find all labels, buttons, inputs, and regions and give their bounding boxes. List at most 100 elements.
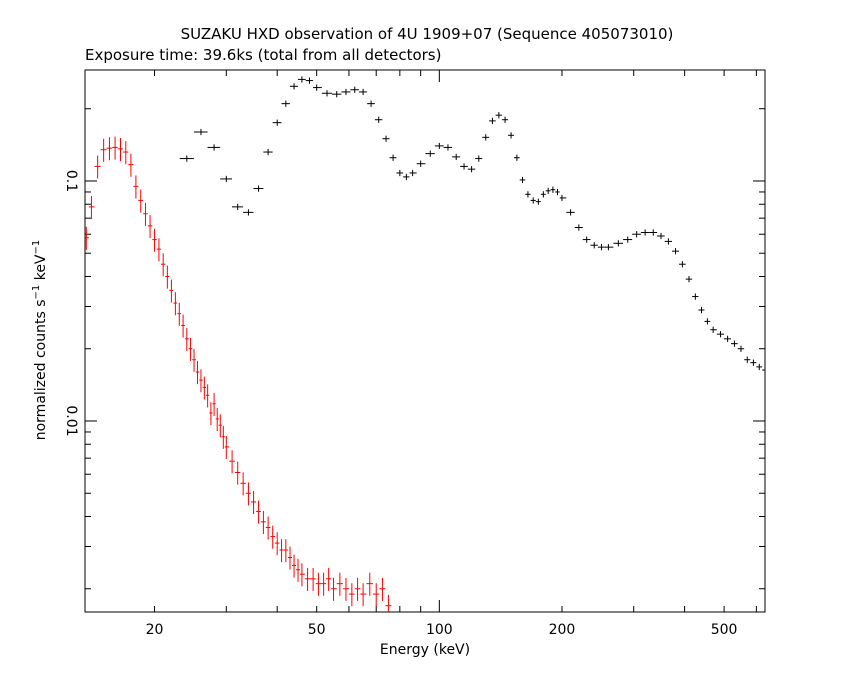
data-point [184,327,189,351]
data-point [382,135,390,142]
series-0 [85,136,392,612]
data-point [535,198,541,205]
y-axis-label: normalized counts s−1 keV−1 [31,240,49,441]
data-point [326,567,332,591]
data-point [209,402,213,426]
data-point [545,187,551,194]
plot-frame [84,69,766,613]
data-point [396,169,404,177]
data-point [265,516,271,540]
data-point [143,202,148,226]
data-point [315,572,322,596]
data-point [348,583,355,607]
data-point [358,88,368,96]
data-point [559,194,567,202]
series-layer [85,76,766,612]
x-tick-label: 500 [711,622,738,638]
data-point [379,577,386,601]
data-point [304,567,311,591]
data-point [207,144,221,151]
data-point [205,384,210,408]
data-point [256,500,261,524]
data-point [495,112,502,119]
data-point [193,128,208,136]
data-point [220,175,233,183]
data-point [156,238,162,262]
data-point [179,155,194,162]
data-point [632,231,641,238]
data-point [501,116,509,123]
data-point [403,173,410,181]
data-point [336,572,343,596]
data-point [582,236,591,243]
data-point [574,224,583,231]
data-point [341,88,351,96]
data-point [245,482,252,506]
data-point [117,138,124,162]
data-point [540,191,546,198]
chart-title: SUZAKU HXD observation of 4U 1909+07 (Se… [181,25,674,43]
data-point [550,186,556,193]
data-point [724,335,732,342]
data-point [716,331,725,338]
data-point [297,76,306,83]
data-point [350,86,359,93]
data-point [88,195,95,220]
data-point [623,236,633,243]
x-tick-labels: 20 50 100 200 500 [146,622,738,638]
data-point [489,117,496,125]
data-point [313,84,322,91]
data-point [597,244,605,251]
data-point [181,314,185,338]
y-axis-label-exp1: −1 [31,285,42,300]
y-axis-label-part2: keV [33,254,49,285]
data-point [192,348,196,372]
data-point [299,563,305,587]
data-point [354,577,361,601]
data-point [161,253,166,277]
data-point [374,116,383,123]
data-point [530,197,536,204]
data-point [710,326,717,333]
data-point [475,155,483,162]
data-point [482,134,490,141]
data-point [165,265,170,289]
data-point [229,450,235,474]
data-point [756,363,763,371]
data-point [443,144,453,151]
data-point [367,100,375,107]
data-point [147,215,153,239]
y-tick-label: 0.1 [63,170,79,192]
data-point [240,472,246,496]
data-point [218,414,222,438]
y-tick-label: 0.01 [63,405,79,436]
data-point [106,137,113,161]
data-point [173,292,178,316]
data-point [243,209,254,216]
data-point [94,155,101,179]
data-point [649,229,658,236]
data-point [750,359,757,366]
y-axis-label-part1: normalized counts s [33,299,49,440]
data-point [366,572,373,596]
data-point [525,191,531,198]
data-point [519,176,526,184]
data-point [296,558,300,582]
x-axis-label: Energy (keV) [380,642,470,658]
data-point [685,276,693,283]
data-point [274,532,280,556]
x-tick-label: 100 [426,622,453,638]
data-point [128,153,134,177]
data-point [671,248,679,255]
data-point [508,132,514,139]
data-point [224,436,230,460]
series-1 [179,76,766,374]
data-point [698,306,705,314]
plot-border [84,69,766,613]
data-point [604,244,614,251]
data-point [389,154,397,161]
data-point [613,240,624,247]
data-point [85,226,89,250]
data-point [640,229,650,236]
data-point [452,153,461,161]
